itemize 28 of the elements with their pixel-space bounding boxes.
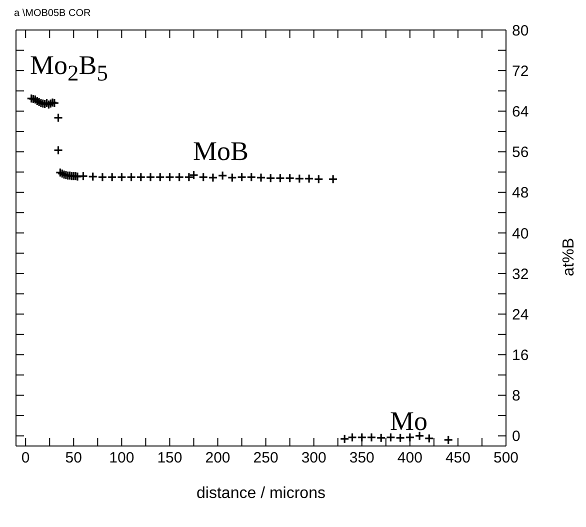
y-tick-label: 72 (512, 62, 529, 80)
y-tick-label: 56 (512, 144, 529, 162)
x-tick-label: 50 (65, 450, 82, 467)
annotation: Mo (390, 406, 428, 436)
x-tick-label: 450 (445, 450, 470, 467)
chart-title: a \MOB05B COR (14, 8, 92, 21)
x-tick-label: 0 (21, 450, 30, 467)
x-tick-label: 350 (349, 450, 374, 467)
annotation: Mo$_{2}$B$_{5}$ (30, 50, 108, 86)
x-tick-label: 500 (493, 450, 519, 467)
x-tick-label: 150 (157, 450, 182, 467)
y-tick-label: 80 (512, 22, 529, 40)
x-tick-label: 200 (205, 450, 230, 467)
x-axis-title: distance / microns (196, 485, 326, 502)
y-tick-label: 64 (512, 103, 529, 120)
y-axis-title: at%B (560, 238, 578, 276)
y-tick-label: 24 (512, 306, 529, 324)
y-tick-label: 16 (512, 347, 529, 364)
x-tick-label: 100 (109, 450, 134, 467)
y-tick-label: 48 (512, 184, 529, 202)
x-tick-label: 250 (253, 450, 278, 467)
x-tick-label: 300 (301, 450, 326, 467)
y-tick-label: 8 (512, 388, 520, 405)
y-tick-label: 40 (512, 225, 529, 242)
y-tick-label: 32 (512, 266, 529, 283)
y-tick-label: 0 (512, 428, 520, 446)
x-tick-label: 400 (397, 450, 422, 467)
annotation: MoB (193, 136, 249, 166)
